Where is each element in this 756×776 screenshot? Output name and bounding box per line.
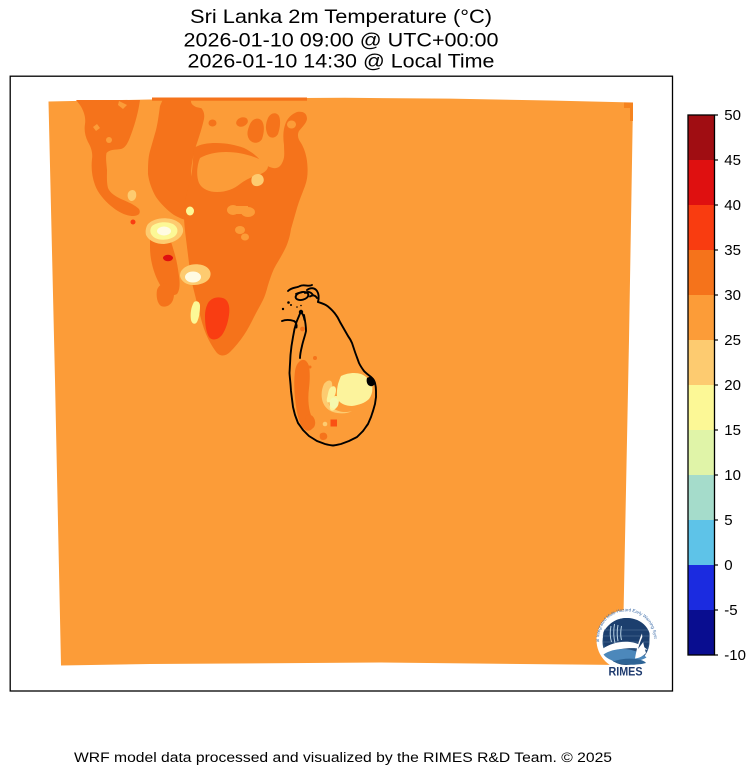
- svg-text:2026-01-10 14:30 @ Local Time: 2026-01-10 14:30 @ Local Time: [188, 51, 495, 73]
- svg-text:50: 50: [724, 107, 741, 124]
- svg-text:30: 30: [724, 287, 741, 304]
- svg-text:RIMES: RIMES: [609, 667, 643, 679]
- svg-text:35: 35: [724, 242, 741, 259]
- svg-text:40: 40: [724, 197, 741, 214]
- svg-text:WRF model data processed and v: WRF model data processed and visualized …: [74, 750, 612, 765]
- svg-text:2026-01-10 09:00 @ UTC+00:00: 2026-01-10 09:00 @ UTC+00:00: [184, 30, 499, 52]
- svg-text:0: 0: [724, 557, 732, 574]
- svg-text:5: 5: [724, 512, 732, 529]
- svg-text:10: 10: [724, 467, 741, 484]
- svg-text:Sri Lanka 2m Temperature (°C): Sri Lanka 2m Temperature (°C): [190, 6, 492, 28]
- svg-text:-10: -10: [724, 647, 746, 664]
- svg-text:45: 45: [724, 152, 741, 169]
- svg-text:25: 25: [724, 332, 741, 349]
- svg-text:20: 20: [724, 377, 741, 394]
- svg-text:-5: -5: [724, 602, 737, 619]
- svg-text:15: 15: [724, 422, 741, 439]
